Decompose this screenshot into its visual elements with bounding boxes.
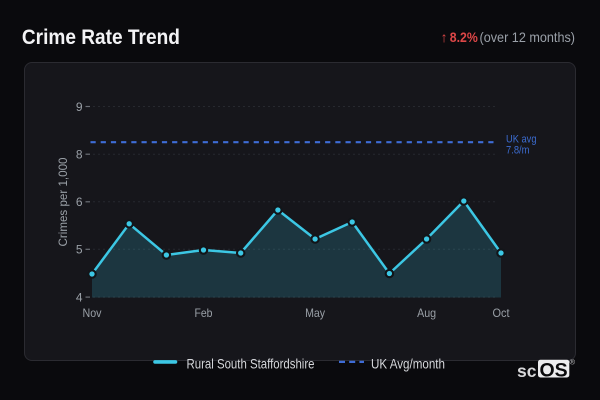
svg-text:sc: sc: [517, 361, 537, 381]
svg-text:Nov: Nov: [83, 306, 102, 320]
svg-text:Crimes per 1,000: Crimes per 1,000: [56, 157, 70, 246]
svg-text:Feb: Feb: [195, 306, 213, 320]
svg-text:9: 9: [76, 100, 83, 114]
svg-text:Crime Rate Trend: Crime Rate Trend: [22, 25, 180, 49]
svg-text:UK Avg/month: UK Avg/month: [371, 357, 445, 372]
svg-text:Oct: Oct: [493, 306, 511, 320]
svg-text:7.8/m: 7.8/m: [506, 144, 530, 156]
svg-text:UK avg: UK avg: [506, 134, 537, 146]
svg-text:Aug: Aug: [417, 306, 436, 320]
svg-text:Rural South Staffordshire: Rural South Staffordshire: [187, 357, 315, 372]
svg-text:®: ®: [570, 358, 576, 367]
svg-text:(over 12 months): (over 12 months): [480, 29, 576, 45]
svg-text:OS: OS: [540, 359, 568, 381]
svg-text:8: 8: [76, 148, 83, 162]
svg-text:6: 6: [76, 195, 83, 209]
svg-text:8.2%: 8.2%: [450, 29, 478, 45]
svg-text:↑: ↑: [441, 29, 448, 45]
svg-text:4: 4: [76, 291, 83, 305]
svg-text:May: May: [305, 306, 325, 320]
svg-text:5: 5: [76, 243, 83, 257]
